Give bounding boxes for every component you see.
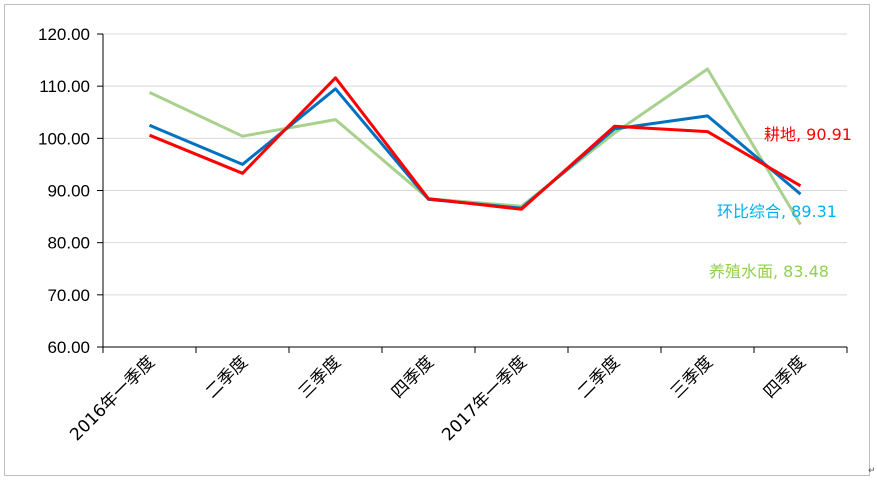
- y-axis-ticks: 60.00 70.00 80.00 90.00 100.00 110.00 120.00: [38, 25, 90, 357]
- x-tick-label: 2016年一季度: [66, 352, 159, 445]
- x-tick-label: 2017年一季度: [438, 352, 531, 445]
- series-end-label: 耕地, 90.91: [764, 125, 852, 144]
- series-end-label: 环比综合, 89.31: [717, 202, 837, 221]
- chart-frame: 60.00 70.00 80.00 90.00 100.00 110.00 120.00 2…: [4, 4, 870, 476]
- grid-lines: [103, 33, 847, 296]
- corner-mark: ↵: [868, 466, 876, 476]
- y-tick-label: 110.00: [39, 77, 90, 96]
- axes: [97, 33, 848, 353]
- y-tick-label: 120.00: [38, 25, 90, 44]
- y-tick-label: 70.00: [47, 286, 90, 305]
- series-line-1: [148, 76, 802, 211]
- series-line-2: [148, 67, 802, 226]
- x-axis-ticks: 2016年一季度 二季度 三季度 四季度 2017年一季度 二季度 三季度 四季度: [66, 352, 810, 445]
- x-tick-label: 三季度: [667, 352, 717, 402]
- x-tick-label: 四季度: [388, 352, 438, 402]
- y-tick-label: 90.00: [47, 182, 90, 201]
- x-tick-label: 三季度: [295, 352, 345, 402]
- x-tick-label: 二季度: [202, 352, 252, 402]
- y-tick-label: 100.00: [38, 129, 90, 148]
- end-labels: 环比综合, 89.31 耕地, 90.91 养殖水面, 83.48: [709, 125, 852, 281]
- x-tick-label: 四季度: [760, 352, 810, 402]
- series-lines: [148, 67, 802, 226]
- y-tick-label: 60.00: [47, 338, 90, 357]
- y-tick-label: 80.00: [47, 234, 90, 253]
- series-end-label: 养殖水面, 83.48: [709, 262, 829, 281]
- x-tick-label: 二季度: [574, 352, 624, 402]
- line-chart: 60.00 70.00 80.00 90.00 100.00 110.00 120.00 2…: [38, 25, 852, 445]
